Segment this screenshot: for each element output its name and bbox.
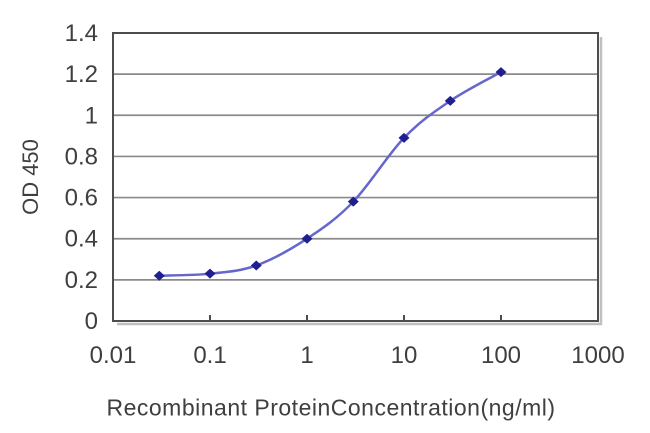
x-tick-label: 0.01: [90, 342, 137, 369]
y-tick-label: 0.8: [65, 143, 98, 170]
data-point-marker: [444, 95, 456, 106]
data-point-marker: [347, 196, 359, 207]
data-point-marker: [398, 132, 410, 143]
data-point-marker: [495, 67, 507, 78]
y-tick-label: 0.6: [65, 185, 98, 212]
x-tick-label: 1000: [571, 342, 624, 369]
data-point-marker: [204, 268, 216, 279]
data-point-marker: [153, 270, 165, 281]
data-line: [159, 70, 502, 277]
x-axis-title: Recombinant ProteinConcentration(ng/ml): [106, 394, 556, 421]
data-point-marker: [301, 233, 313, 244]
y-axis-title: OD 450: [18, 139, 43, 215]
y-tick-label: 1.2: [65, 61, 98, 88]
y-tick-label: 1: [85, 102, 98, 129]
x-tick-label: 1: [300, 342, 313, 369]
x-tick-label: 10: [391, 342, 418, 369]
y-tick-label: 0: [85, 308, 98, 335]
plot-shadow: [117, 37, 603, 326]
y-tick-label: 0.2: [65, 267, 98, 294]
y-tick-label: 0.4: [65, 226, 98, 253]
data-point-marker: [250, 260, 262, 271]
x-tick-label: 100: [481, 342, 521, 369]
x-tick-label: 0.1: [193, 342, 226, 369]
y-tick-label: 1.4: [65, 20, 98, 47]
plot-area: [113, 33, 598, 321]
plot-border: [112, 32, 599, 322]
